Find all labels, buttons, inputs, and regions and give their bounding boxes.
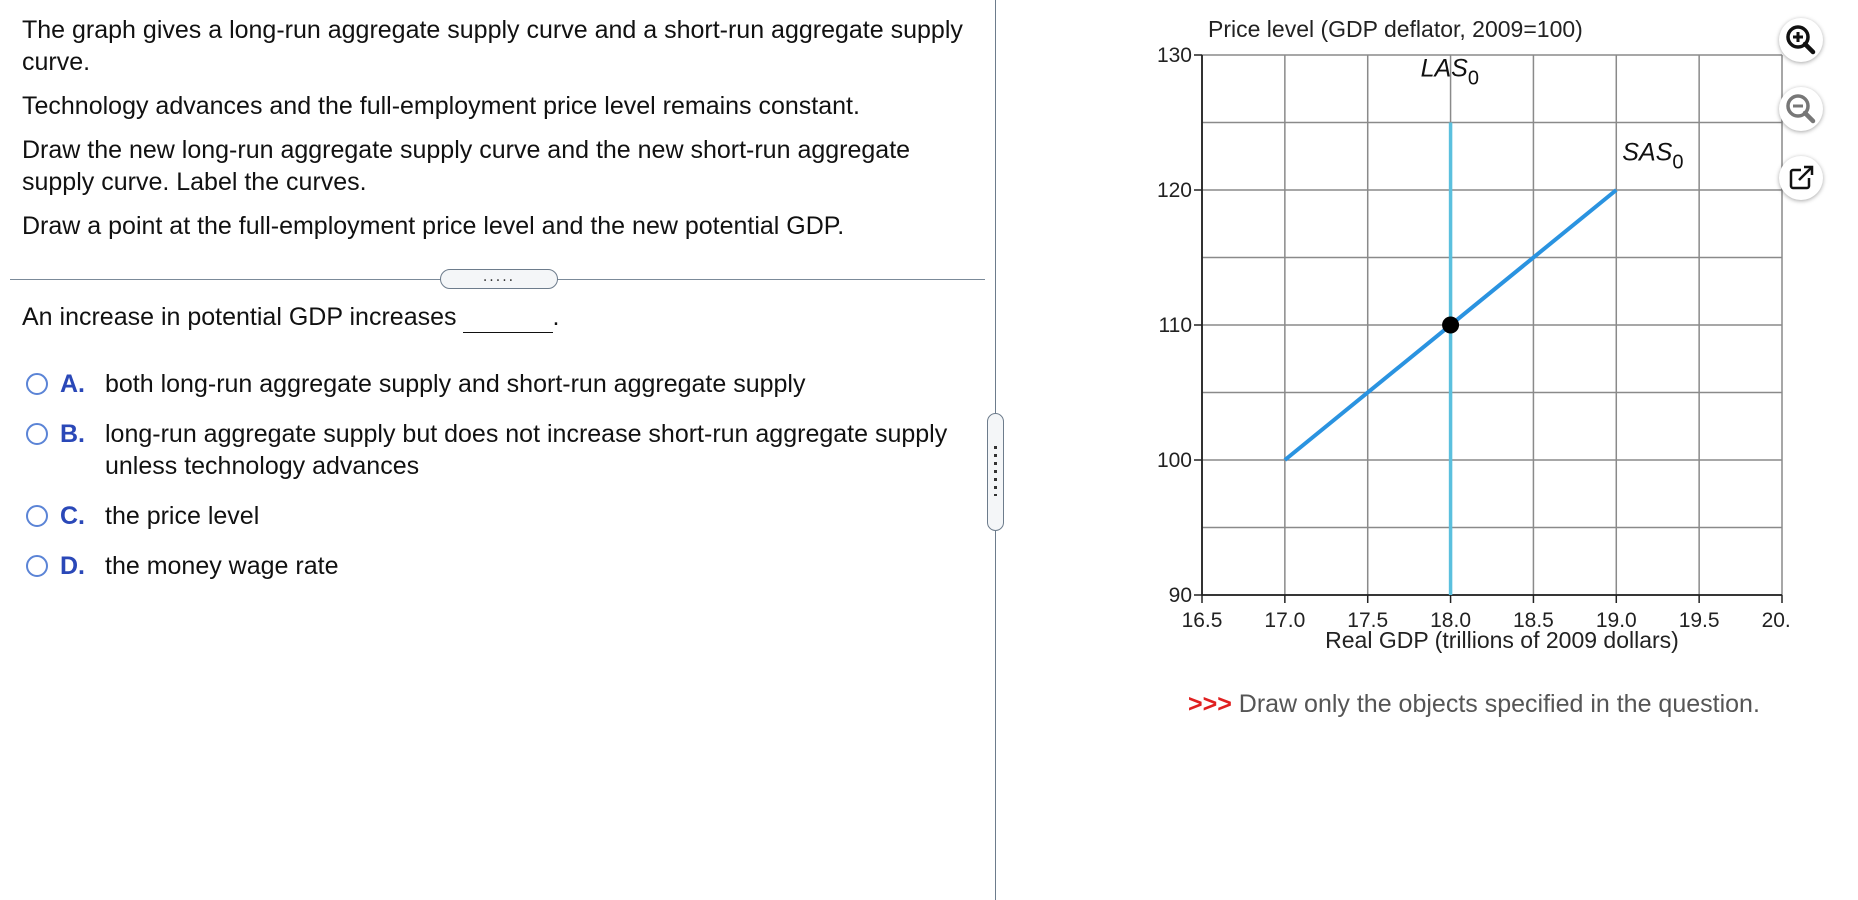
radio-button-d[interactable]: [26, 555, 48, 577]
radio-button-a[interactable]: [26, 373, 48, 395]
x-tick-label: 20.0: [1762, 609, 1790, 632]
question-pane: The graph gives a long-run aggregate sup…: [10, 14, 985, 600]
zoom-out-icon: [1786, 94, 1816, 124]
question-stem: An increase in potential GDP increases.: [22, 301, 559, 333]
x-tick-label: 17.5: [1347, 609, 1388, 632]
y-axis-label: Price level (GDP deflator, 2009=100): [1208, 16, 1583, 42]
equilibrium-point: [1442, 316, 1460, 334]
choice-b[interactable]: B. long-run aggregate supply but does no…: [26, 418, 966, 482]
choice-a[interactable]: A. both long-run aggregate supply and sh…: [26, 368, 966, 400]
choice-text: the price level: [105, 502, 260, 530]
choice-text: the money wage rate: [105, 552, 339, 580]
las-curve-label: LAS0: [1421, 55, 1479, 90]
y-tick-label: 110: [1159, 314, 1192, 337]
prompt-paragraph-3: Draw the new long-run aggregate supply c…: [22, 136, 911, 196]
question-stem-text: An increase in potential GDP increases: [22, 303, 457, 331]
zoom-in-button[interactable]: [1779, 18, 1823, 62]
x-tick-label: 19.5: [1679, 609, 1720, 632]
prompt-paragraph-2: Technology advances and the full-employm…: [22, 92, 860, 120]
x-axis-label: Real GDP (trillions of 2009 dollars): [1325, 627, 1679, 653]
zoom-in-icon: [1786, 25, 1816, 55]
chart-curves: LAS0 SAS0: [1283, 55, 1683, 595]
y-tick-label: 130: [1157, 44, 1192, 67]
y-tick-label: 100: [1157, 449, 1192, 472]
x-tick-label: 18.5: [1513, 609, 1554, 632]
radio-button-c[interactable]: [26, 505, 48, 527]
graph-instruction: >>> Draw only the objects specified in t…: [1188, 690, 1760, 719]
prompt-paragraph-1: The graph gives a long-run aggregate sup…: [22, 16, 963, 76]
graph-canvas[interactable]: Price level (GDP deflator, 2009=100) Rea…: [1110, 0, 1790, 680]
axis-ticks: 90 100 110 120 130 16.5 17.0 17.5 18.0 18.5 19.0 19…: [1157, 44, 1790, 632]
popout-icon: [1789, 164, 1815, 190]
x-tick-label: 16.5: [1182, 609, 1223, 632]
x-tick-label: 18.0: [1430, 609, 1471, 632]
x-tick-label: 17.0: [1264, 609, 1305, 632]
choice-text: long-run aggregate supply but does not i…: [105, 420, 948, 480]
splitter-handle[interactable]: [987, 413, 1004, 531]
zoom-out-button[interactable]: [1779, 87, 1823, 131]
choice-letter: A.: [60, 370, 85, 398]
answer-choices: A. both long-run aggregate supply and sh…: [26, 368, 966, 600]
choice-c[interactable]: C. the price level: [26, 500, 966, 532]
prompt-paragraph-4: Draw a point at the full-employment pric…: [22, 212, 845, 240]
instruction-text: Draw only the objects specified in the q…: [1238, 690, 1760, 718]
choice-letter: D.: [60, 552, 85, 580]
divider-handle[interactable]: .....: [440, 269, 558, 289]
question-end-punct: .: [552, 303, 560, 331]
chart-grid: [1201, 54, 1783, 596]
instruction-arrow: >>>: [1188, 690, 1232, 718]
y-tick-label: 120: [1157, 179, 1192, 202]
y-tick-label: 90: [1169, 584, 1192, 607]
x-tick-label: 19.0: [1596, 609, 1637, 632]
radio-button-b[interactable]: [26, 423, 48, 445]
prompt-text: The graph gives a long-run aggregate sup…: [22, 14, 972, 254]
grip-dots-icon: [994, 446, 997, 496]
answer-blank: [462, 306, 553, 333]
choice-text: both long-run aggregate supply and short…: [105, 370, 806, 398]
popout-button[interactable]: [1779, 156, 1823, 200]
sas-curve-label: SAS0: [1622, 138, 1683, 173]
choice-letter: C.: [60, 502, 85, 530]
choice-letter: B.: [60, 420, 85, 448]
choice-d[interactable]: D. the money wage rate: [26, 550, 966, 582]
